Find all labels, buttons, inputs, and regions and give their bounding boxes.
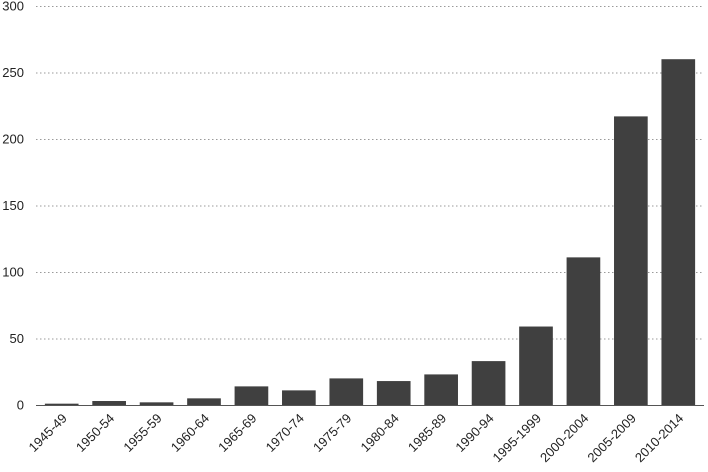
x-tick-label: 1970-74	[263, 411, 307, 455]
x-tick-label: 1950-54	[73, 411, 117, 455]
x-tick-label: 2000-2004	[537, 411, 592, 466]
gridlines	[36, 6, 704, 340]
y-tick-label: 0	[17, 398, 24, 413]
bar-2005-2009	[614, 116, 648, 405]
x-tick-label: 1955-59	[120, 411, 164, 455]
bars	[44, 59, 696, 405]
y-tick-label: 100	[2, 265, 24, 280]
x-tick-label: 1975-79	[310, 411, 354, 455]
x-tick-label: 1980-84	[357, 411, 401, 455]
x-tick-label: 2010-2014	[632, 411, 687, 466]
bar-2000-2004	[566, 257, 601, 405]
x-axis-ticks: 1945-49 1950-54 1955-59 1960-64 1965-69 1970-…	[25, 411, 686, 466]
x-tick-label: 1945-49	[25, 411, 69, 455]
x-tick-label: 1985-89	[405, 411, 449, 455]
bar-2010-2014	[661, 59, 696, 405]
x-tick-label: 2005-2009	[584, 411, 639, 466]
x-tick-label: 1995-1999	[490, 411, 545, 466]
bar-1970-74	[282, 390, 316, 405]
y-tick-label: 250	[2, 65, 24, 80]
bar-1960-64	[187, 398, 221, 405]
bar-1955-59	[139, 402, 174, 405]
y-tick-label: 200	[2, 132, 24, 147]
bar-1980-84	[376, 381, 411, 405]
bar-1950-54	[92, 401, 126, 405]
bar-1975-79	[329, 378, 364, 405]
x-tick-label: 1965-69	[215, 411, 259, 455]
bar-1995-1999	[519, 326, 553, 405]
bar-1965-69	[234, 386, 269, 405]
bar-1985-89	[424, 374, 458, 405]
y-tick-label: 50	[10, 331, 24, 346]
y-tick-label: 300	[2, 0, 24, 14]
x-tick-label: 1960-64	[168, 411, 212, 455]
bar-1990-94	[471, 361, 506, 405]
x-tick-label: 1990-94	[452, 411, 496, 455]
bar-1945-49	[44, 403, 79, 405]
y-tick-label: 150	[2, 198, 24, 213]
y-axis-ticks: 0 50 100 150 200 250 300	[2, 0, 24, 413]
